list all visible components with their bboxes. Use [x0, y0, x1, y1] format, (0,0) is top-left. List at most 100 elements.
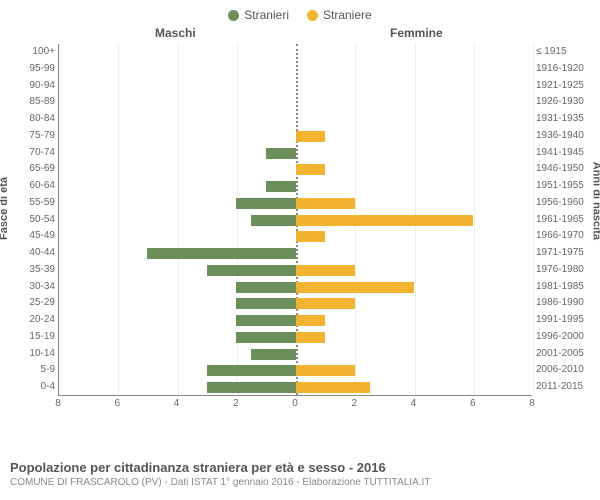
age-label: 100+ — [32, 46, 59, 57]
age-label: 40-44 — [29, 247, 59, 258]
x-tick: 4 — [174, 398, 180, 409]
chart-row: 80-841931-1935 — [59, 111, 532, 128]
x-tick: 4 — [411, 398, 417, 409]
bar-male — [266, 148, 296, 159]
chart-row: 15-191996-2000 — [59, 329, 532, 346]
bar-male — [236, 298, 295, 309]
legend: Stranieri Straniere — [0, 0, 600, 26]
legend-label: Straniere — [323, 8, 372, 22]
bar-male — [251, 349, 295, 360]
birth-label: 1976-1980 — [532, 264, 584, 275]
age-label: 50-54 — [29, 214, 59, 225]
x-tick: 2 — [233, 398, 239, 409]
legend-swatch-f — [307, 10, 318, 21]
footer: Popolazione per cittadinanza straniera p… — [10, 460, 430, 488]
birth-label: 2001-2005 — [532, 348, 584, 359]
birth-label: 1991-1995 — [532, 314, 584, 325]
bar-female — [296, 382, 370, 393]
bar-female — [296, 215, 474, 226]
birth-label: 2006-2010 — [532, 364, 584, 375]
age-label: 70-74 — [29, 147, 59, 158]
legend-item-straniere: Straniere — [307, 8, 372, 22]
bar-male — [236, 315, 295, 326]
bar-female — [296, 315, 326, 326]
bar-male — [236, 282, 295, 293]
birth-label: 1996-2000 — [532, 331, 584, 342]
bar-female — [296, 332, 326, 343]
birth-label: 1946-1950 — [532, 163, 584, 174]
legend-swatch-m — [228, 10, 239, 21]
age-label: 25-29 — [29, 297, 59, 308]
chart-row: 60-641951-1955 — [59, 178, 532, 195]
bar-male — [266, 181, 296, 192]
birth-label: 2011-2015 — [532, 381, 583, 392]
chart-row: 75-791936-1940 — [59, 128, 532, 145]
birth-label: 1956-1960 — [532, 197, 584, 208]
x-tick: 2 — [351, 398, 357, 409]
chart-row: 10-142001-2005 — [59, 346, 532, 363]
age-label: 75-79 — [29, 130, 59, 141]
birth-label: 1981-1985 — [532, 281, 584, 292]
header-femmine: Femmine — [390, 26, 443, 40]
birth-label: 1916-1920 — [532, 63, 584, 74]
bar-male — [236, 332, 295, 343]
bar-male — [147, 248, 295, 259]
age-label: 15-19 — [29, 331, 59, 342]
bar-female — [296, 231, 326, 242]
age-label: 55-59 — [29, 197, 59, 208]
age-label: 95-99 — [29, 63, 59, 74]
x-axis-ticks: 864202468 — [58, 398, 532, 414]
birth-label: 1926-1930 — [532, 96, 584, 107]
plot: 100+≤ 191595-991916-192090-941921-192585… — [58, 44, 532, 396]
x-tick: 0 — [292, 398, 298, 409]
birth-label: 1931-1935 — [532, 113, 584, 124]
chart-area: Fasce di età Anni di nascita 100+≤ 19159… — [0, 44, 600, 424]
birth-label: 1936-1940 — [532, 130, 584, 141]
age-label: 10-14 — [29, 348, 59, 359]
legend-item-stranieri: Stranieri — [228, 8, 289, 22]
age-label: 30-34 — [29, 281, 59, 292]
chart-row: 85-891926-1930 — [59, 94, 532, 111]
birth-label: 1941-1945 — [532, 147, 584, 158]
chart-subtitle: COMUNE DI FRASCAROLO (PV) - Dati ISTAT 1… — [10, 477, 430, 488]
bar-male — [251, 215, 295, 226]
age-label: 0-4 — [41, 381, 59, 392]
birth-label: 1986-1990 — [532, 297, 584, 308]
bar-female — [296, 131, 326, 142]
bar-female — [296, 198, 355, 209]
bar-female — [296, 298, 355, 309]
age-label: 60-64 — [29, 180, 59, 191]
age-label: 5-9 — [41, 364, 59, 375]
chart-row: 70-741941-1945 — [59, 145, 532, 162]
birth-label: 1921-1925 — [532, 80, 584, 91]
birth-label: 1961-1965 — [532, 214, 584, 225]
age-label: 45-49 — [29, 230, 59, 241]
age-label: 80-84 — [29, 113, 59, 124]
legend-label: Stranieri — [244, 8, 289, 22]
chart-row: 40-441971-1975 — [59, 245, 532, 262]
chart-row: 0-42011-2015 — [59, 379, 532, 396]
chart-row: 90-941921-1925 — [59, 78, 532, 95]
chart-row: 45-491966-1970 — [59, 228, 532, 245]
age-label: 85-89 — [29, 96, 59, 107]
bar-female — [296, 365, 355, 376]
x-tick: 6 — [114, 398, 120, 409]
x-tick: 6 — [470, 398, 476, 409]
chart-row: 100+≤ 1915 — [59, 44, 532, 61]
y-left-axis-label: Fasce di età — [0, 177, 10, 240]
birth-label: 1971-1975 — [532, 247, 584, 258]
chart-row: 20-241991-1995 — [59, 312, 532, 329]
chart-row: 55-591956-1960 — [59, 195, 532, 212]
birth-label: ≤ 1915 — [532, 46, 567, 57]
header-maschi: Maschi — [155, 26, 196, 40]
age-label: 35-39 — [29, 264, 59, 275]
chart-row: 50-541961-1965 — [59, 212, 532, 229]
bar-female — [296, 282, 415, 293]
chart-row: 65-691946-1950 — [59, 161, 532, 178]
bar-female — [296, 265, 355, 276]
bar-male — [207, 265, 296, 276]
bar-male — [207, 382, 296, 393]
chart-row: 95-991916-1920 — [59, 61, 532, 78]
birth-label: 1951-1955 — [532, 180, 584, 191]
chart-row: 35-391976-1980 — [59, 262, 532, 279]
